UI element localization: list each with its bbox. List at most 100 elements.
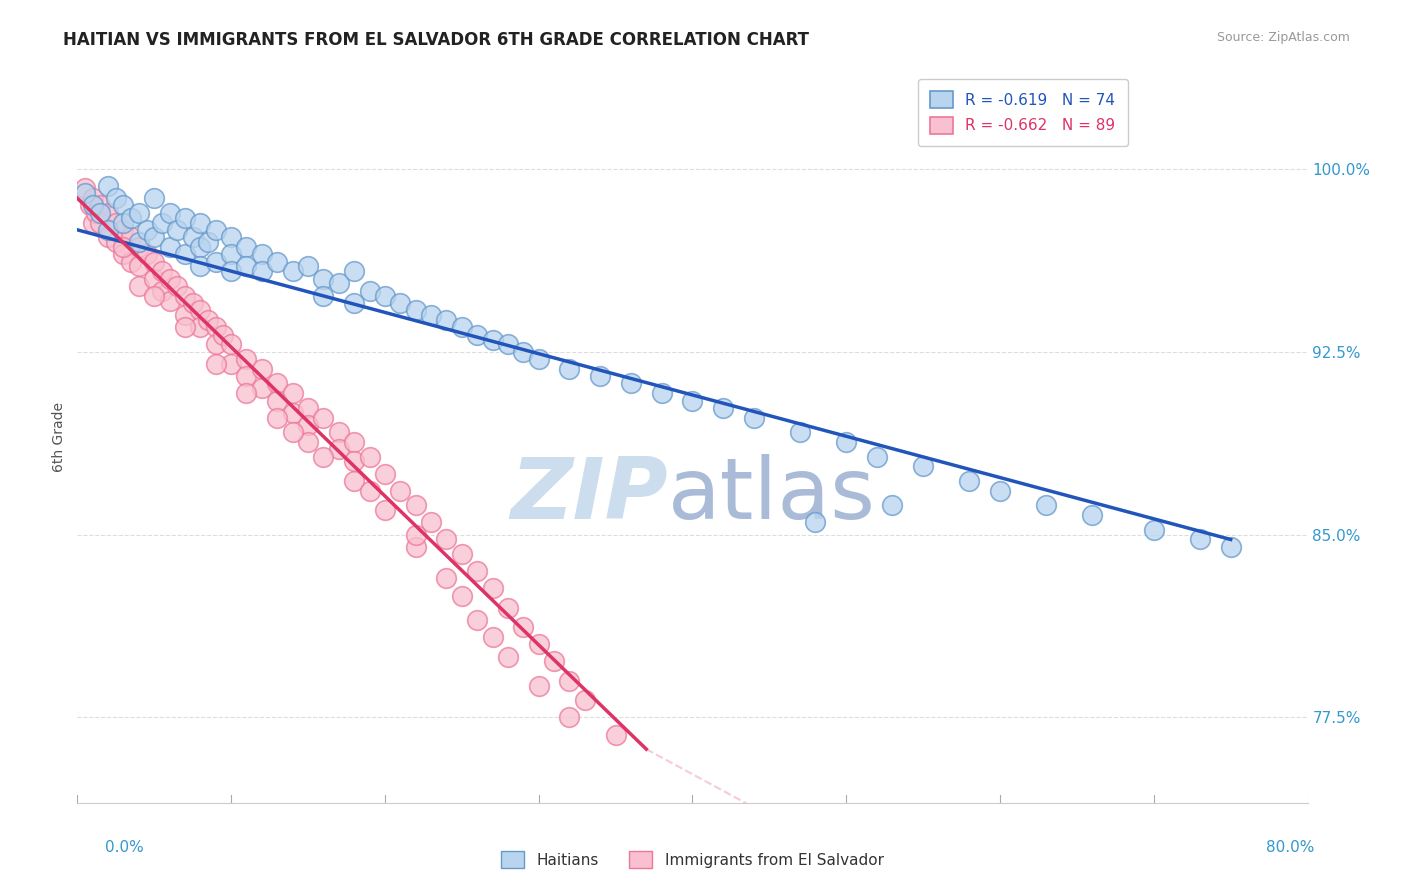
Point	[128, 279, 150, 293]
Point	[988, 483, 1011, 498]
Point	[405, 540, 427, 554]
Point	[219, 337, 242, 351]
Point	[150, 264, 173, 278]
Point	[343, 434, 366, 449]
Point	[312, 410, 335, 425]
Point	[1081, 508, 1104, 522]
Point	[312, 288, 335, 302]
Point	[128, 206, 150, 220]
Point	[79, 198, 101, 212]
Point	[328, 442, 350, 457]
Point	[328, 277, 350, 291]
Point	[166, 223, 188, 237]
Point	[188, 320, 212, 334]
Point	[219, 357, 242, 371]
Point	[219, 247, 242, 261]
Point	[188, 260, 212, 274]
Point	[204, 337, 226, 351]
Point	[266, 376, 288, 391]
Point	[866, 450, 889, 464]
Point	[465, 564, 488, 578]
Point	[112, 240, 135, 254]
Point	[496, 649, 519, 664]
Point	[188, 303, 212, 318]
Point	[266, 393, 288, 408]
Point	[97, 178, 120, 193]
Point	[420, 308, 443, 322]
Point	[235, 386, 257, 401]
Point	[343, 474, 366, 488]
Point	[250, 361, 273, 376]
Point	[143, 271, 166, 285]
Point	[481, 630, 503, 644]
Point	[543, 654, 565, 668]
Point	[742, 410, 765, 425]
Point	[1188, 533, 1211, 547]
Point	[436, 313, 458, 327]
Point	[212, 327, 235, 342]
Text: 80.0%: 80.0%	[1267, 840, 1315, 855]
Point	[174, 288, 197, 302]
Point	[374, 503, 396, 517]
Point	[197, 313, 219, 327]
Point	[359, 483, 381, 498]
Point	[481, 333, 503, 347]
Point	[181, 230, 204, 244]
Point	[219, 230, 242, 244]
Point	[135, 247, 157, 261]
Point	[120, 254, 142, 268]
Point	[82, 198, 104, 212]
Point	[359, 450, 381, 464]
Point	[128, 235, 150, 249]
Point	[89, 198, 111, 212]
Point	[1219, 540, 1241, 554]
Text: Source: ZipAtlas.com: Source: ZipAtlas.com	[1216, 31, 1350, 45]
Point	[188, 215, 212, 229]
Point	[181, 296, 204, 310]
Point	[389, 296, 412, 310]
Point	[112, 198, 135, 212]
Point	[527, 679, 550, 693]
Point	[359, 284, 381, 298]
Point	[73, 186, 96, 201]
Text: atlas: atlas	[668, 454, 876, 537]
Point	[651, 386, 673, 401]
Point	[73, 181, 96, 195]
Point	[82, 191, 104, 205]
Point	[589, 369, 612, 384]
Point	[159, 240, 181, 254]
Point	[250, 247, 273, 261]
Point	[297, 417, 319, 432]
Point	[197, 235, 219, 249]
Point	[405, 303, 427, 318]
Point	[281, 264, 304, 278]
Point	[143, 191, 166, 205]
Point	[882, 499, 904, 513]
Point	[235, 260, 257, 274]
Point	[174, 320, 197, 334]
Point	[465, 327, 488, 342]
Point	[204, 357, 226, 371]
Point	[527, 637, 550, 651]
Point	[912, 459, 935, 474]
Legend: Haitians, Immigrants from El Salvador: Haitians, Immigrants from El Salvador	[494, 844, 891, 876]
Point	[389, 483, 412, 498]
Point	[112, 247, 135, 261]
Point	[112, 223, 135, 237]
Point	[682, 393, 704, 408]
Point	[374, 288, 396, 302]
Point	[405, 527, 427, 541]
Point	[266, 410, 288, 425]
Point	[166, 279, 188, 293]
Point	[250, 264, 273, 278]
Point	[558, 673, 581, 688]
Point	[620, 376, 643, 391]
Text: HAITIAN VS IMMIGRANTS FROM EL SALVADOR 6TH GRADE CORRELATION CHART: HAITIAN VS IMMIGRANTS FROM EL SALVADOR 6…	[63, 31, 810, 49]
Point	[804, 516, 827, 530]
Point	[436, 572, 458, 586]
Point	[82, 215, 104, 229]
Point	[174, 247, 197, 261]
Point	[204, 223, 226, 237]
Point	[512, 344, 534, 359]
Point	[204, 320, 226, 334]
